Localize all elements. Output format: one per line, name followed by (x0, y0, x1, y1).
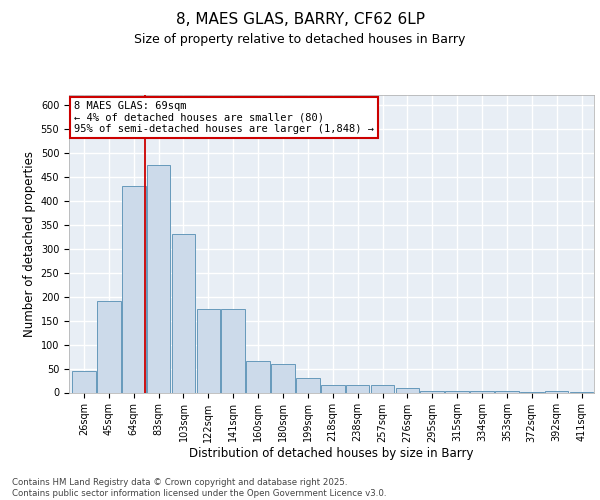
Bar (296, 378, 320, 392)
Bar (271, 364, 295, 392)
Bar (197, 308, 220, 392)
Bar (470, 391, 494, 392)
Bar (545, 391, 568, 392)
Text: 8 MAES GLAS: 69sqm
← 4% of detached houses are smaller (80)
95% of semi-detached: 8 MAES GLAS: 69sqm ← 4% of detached hous… (74, 101, 374, 134)
Text: Size of property relative to detached houses in Barry: Size of property relative to detached ho… (134, 32, 466, 46)
Bar (395, 388, 419, 392)
Bar (246, 362, 270, 392)
Text: 8, MAES GLAS, BARRY, CF62 6LP: 8, MAES GLAS, BARRY, CF62 6LP (176, 12, 425, 28)
Bar (421, 391, 444, 392)
Bar (495, 391, 519, 392)
Bar (445, 391, 469, 392)
Bar (321, 386, 344, 392)
Bar (172, 234, 195, 392)
Bar (221, 308, 245, 392)
Bar (97, 302, 121, 392)
Bar (371, 386, 394, 392)
Bar (147, 164, 170, 392)
Text: Contains HM Land Registry data © Crown copyright and database right 2025.
Contai: Contains HM Land Registry data © Crown c… (12, 478, 386, 498)
Y-axis label: Number of detached properties: Number of detached properties (23, 151, 37, 337)
X-axis label: Distribution of detached houses by size in Barry: Distribution of detached houses by size … (189, 448, 474, 460)
Bar (72, 371, 96, 392)
Bar (122, 186, 146, 392)
Bar (346, 386, 370, 392)
